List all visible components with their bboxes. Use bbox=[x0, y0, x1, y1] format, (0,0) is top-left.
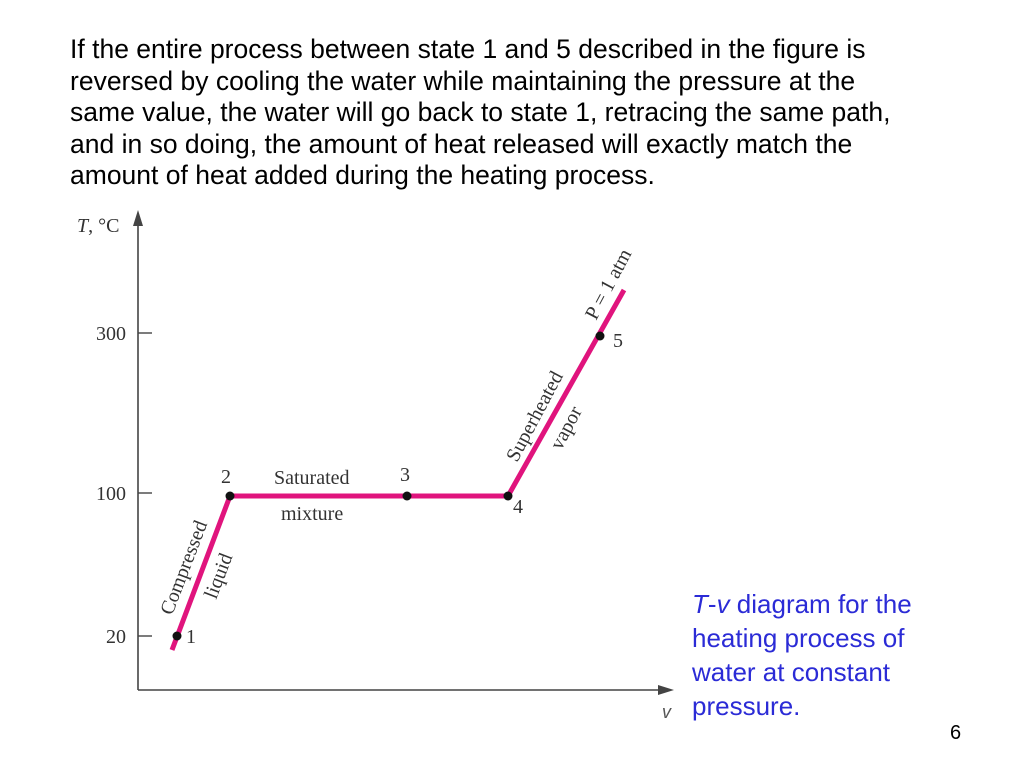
paragraph-line: same value, the water will go back to st… bbox=[70, 97, 891, 127]
y-axis-label: T, °C bbox=[77, 215, 119, 237]
y-axis-arrow bbox=[133, 210, 143, 226]
caption-line: water at constant bbox=[692, 657, 890, 687]
tick-label-20: 20 bbox=[106, 626, 126, 648]
x-axis-label: v bbox=[662, 702, 672, 722]
x-axis-arrow bbox=[658, 685, 674, 695]
tick-label-100: 100 bbox=[96, 483, 126, 505]
process-path bbox=[169, 288, 627, 651]
state-label-5: 5 bbox=[613, 330, 623, 352]
paragraph-line: amount of heat added during the heating … bbox=[70, 160, 655, 190]
state-point-4 bbox=[503, 491, 513, 501]
caption-line: pressure. bbox=[692, 691, 801, 721]
tick-label-300: 300 bbox=[96, 323, 126, 345]
state-point-2 bbox=[225, 491, 235, 501]
state-label-1: 1 bbox=[186, 626, 196, 648]
paragraph-line: If the entire process between state 1 an… bbox=[70, 34, 866, 64]
state-label-2: 2 bbox=[221, 466, 231, 488]
paragraph-line: reversed by cooling the water while main… bbox=[70, 65, 856, 96]
label-pressure: P = 1 atm bbox=[581, 245, 637, 323]
caption-line: T-v diagram for the bbox=[692, 587, 992, 621]
caption-v: v bbox=[716, 589, 730, 619]
label-vapor: vapor bbox=[546, 403, 587, 454]
caption-t: T bbox=[692, 589, 708, 619]
state-label-4: 4 bbox=[513, 496, 523, 518]
state-point-5 bbox=[595, 331, 605, 341]
state-label-3: 3 bbox=[400, 464, 410, 486]
caption-line1-rest: diagram for the bbox=[729, 589, 912, 619]
page-number: 6 bbox=[950, 722, 962, 744]
body-paragraph: If the entire process between state 1 an… bbox=[70, 34, 970, 192]
label-saturated: Saturated bbox=[274, 467, 350, 489]
caption-dash: - bbox=[707, 589, 717, 619]
state-point-3 bbox=[402, 491, 412, 501]
state-point-1 bbox=[172, 631, 182, 641]
label-mixture: mixture bbox=[281, 503, 343, 525]
figure-caption: T-v diagram for the heating process of w… bbox=[692, 587, 992, 723]
paragraph-line: and in so doing, the amount of heat rele… bbox=[70, 128, 853, 159]
caption-line: heating process of bbox=[692, 623, 905, 653]
